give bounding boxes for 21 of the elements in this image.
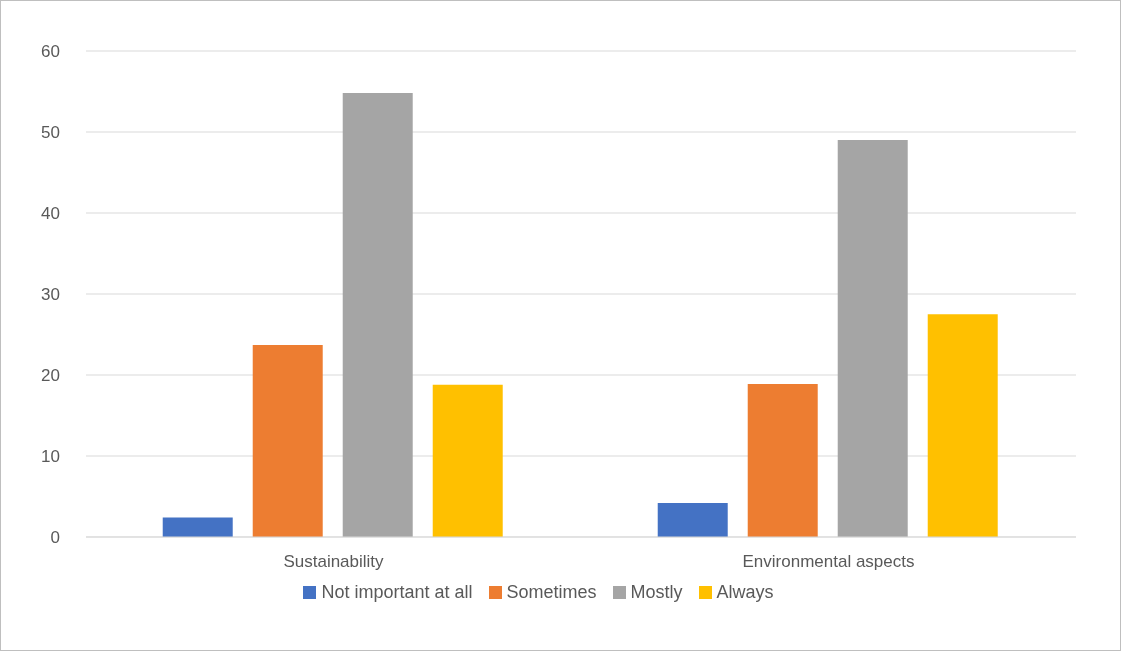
- bar: [657, 502, 728, 537]
- y-tick-label: 0: [50, 528, 60, 548]
- legend-label: Not important at all: [321, 582, 473, 603]
- y-tick-label: 50: [41, 123, 60, 143]
- bar: [747, 383, 818, 537]
- bar: [837, 140, 908, 537]
- legend-label: Always: [716, 582, 774, 603]
- y-tick-label: 60: [41, 42, 60, 62]
- x-tick-label: Sustainability: [283, 552, 385, 572]
- y-tick-label: 10: [41, 447, 60, 467]
- x-tick-label: Environmental aspects: [742, 552, 915, 572]
- bar: [342, 93, 413, 537]
- legend-label: Mostly: [630, 582, 683, 603]
- bar: [432, 384, 503, 537]
- bar: [162, 517, 233, 537]
- y-tick-label: 30: [41, 285, 60, 305]
- bar: [252, 345, 323, 537]
- y-tick-label: 40: [41, 204, 60, 224]
- bar: [927, 314, 998, 537]
- legend-label: Sometimes: [506, 582, 597, 603]
- y-tick-label: 20: [41, 366, 60, 386]
